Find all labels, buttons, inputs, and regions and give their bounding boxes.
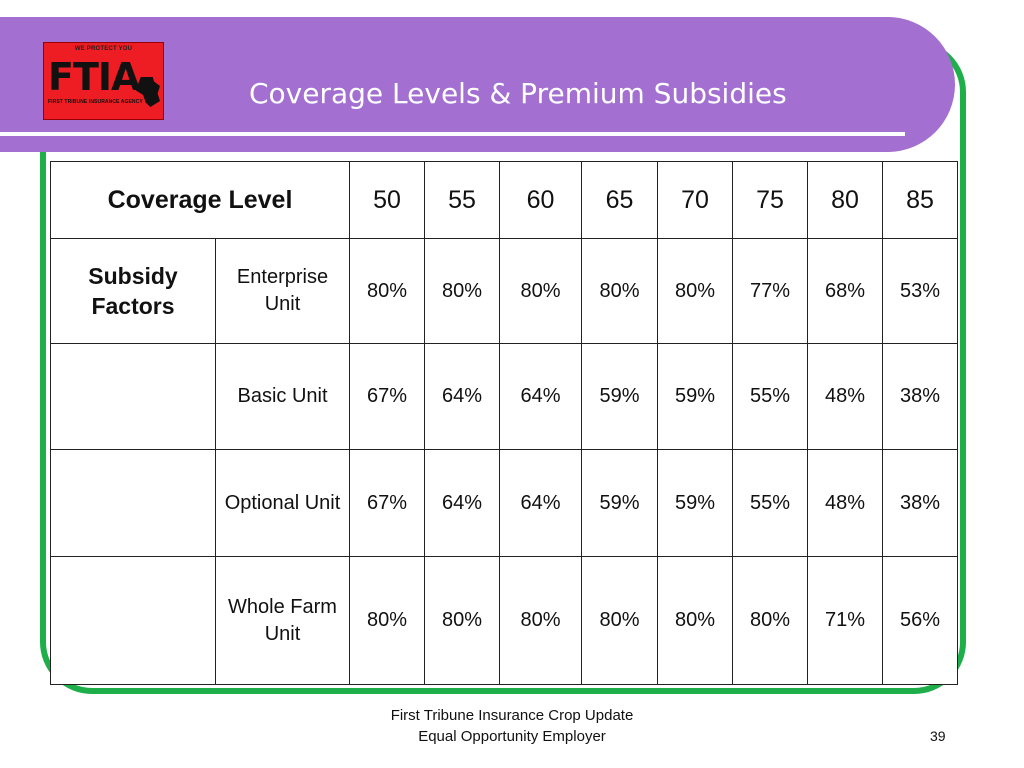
subsidy-value: 80%	[424, 556, 501, 685]
subsidy-value: 48%	[807, 343, 884, 450]
subsidy-factors-label: Subsidy Factors	[50, 238, 216, 344]
subsidy-value: 68%	[807, 238, 884, 344]
unit-label-line: Enterprise	[236, 266, 329, 288]
table-row: Basic Unit 67% 64% 64% 59% 59% 55% 48% 3…	[50, 343, 959, 450]
subsidy-value: 80%	[499, 238, 583, 344]
subsidy-value: 80%	[657, 556, 734, 685]
level-cell: 60	[499, 161, 583, 239]
subsidy-value: 59%	[581, 449, 659, 557]
level-cell: 65	[581, 161, 659, 239]
slide-title: Coverage Levels & Premium Subsidies	[249, 77, 787, 110]
empty-cell	[50, 556, 216, 685]
subsidy-value: 80%	[732, 556, 809, 685]
logo-tagline: WE PROTECT YOU	[74, 46, 133, 52]
logo-wordmark: FTIA	[48, 55, 140, 99]
subsidy-value: 80%	[581, 238, 659, 344]
level-cell: 50	[349, 161, 426, 239]
subsidy-value: 80%	[349, 556, 426, 685]
subsidy-value: 56%	[882, 556, 959, 685]
subsidy-value: 67%	[349, 343, 426, 450]
empty-cell	[50, 449, 216, 557]
subsidy-value: 59%	[581, 343, 659, 450]
subsidy-value: 80%	[581, 556, 659, 685]
slide-footer: First Tribune Insurance Crop Update Equa…	[300, 705, 724, 747]
header-row: Coverage Level 50 55 60 65 70 75 80 85	[49, 161, 959, 239]
subsidy-value: 80%	[424, 238, 501, 344]
coverage-level-header: Coverage Level	[49, 161, 351, 239]
subsidy-value: 53%	[882, 238, 959, 344]
subsidy-value: 38%	[882, 343, 959, 450]
unit-label-line: Unit	[264, 622, 301, 645]
level-cell: 70	[657, 161, 734, 239]
subsidy-value: 64%	[424, 343, 501, 450]
subsidy-value: 80%	[499, 556, 583, 685]
subsidy-value: 64%	[499, 449, 583, 557]
empty-cell	[50, 343, 216, 450]
subsidy-value: 77%	[732, 238, 809, 344]
subsidy-value: 55%	[732, 343, 809, 450]
subsidy-value: 71%	[807, 556, 884, 685]
ftia-logo: WE PROTECT YOU FTIA FIRST TRIBUNE INSURA…	[43, 42, 164, 120]
unit-label: Enterprise Unit	[214, 238, 351, 344]
unit-label: Whole Farm Unit	[214, 556, 351, 685]
table-row: Whole Farm Unit 80% 80% 80% 80% 80% 80% …	[50, 556, 959, 685]
page-number: 39	[930, 728, 946, 744]
header-divider	[0, 132, 905, 136]
unit-label: Basic Unit	[214, 343, 351, 450]
subsidy-value: 55%	[732, 449, 809, 557]
footer-line: First Tribune Insurance Crop Update	[390, 707, 634, 724]
level-cell: 85	[882, 161, 959, 239]
subsidy-value: 64%	[424, 449, 501, 557]
footer-line: Equal Opportunity Employer	[418, 728, 606, 745]
subsidy-value: 48%	[807, 449, 884, 557]
level-cell: 80	[807, 161, 884, 239]
level-cell: 55	[424, 161, 501, 239]
table-row: Optional Unit 67% 64% 64% 59% 59% 55% 48…	[50, 449, 959, 557]
subsidy-value: 64%	[499, 343, 583, 450]
subsidy-value: 59%	[657, 343, 734, 450]
subsidy-value: 80%	[657, 238, 734, 344]
side-label-line: Factors	[91, 293, 175, 319]
side-label-line: Subsidy	[88, 263, 178, 289]
table-row: Subsidy Factors Enterprise Unit 80% 80% …	[50, 238, 959, 344]
subsidy-value: 67%	[349, 449, 426, 557]
logo-company-name: FIRST TRIBUNE INSURANCE AGENCY	[48, 99, 143, 105]
subsidy-value: 38%	[882, 449, 959, 557]
unit-label: Optional Unit	[214, 449, 351, 557]
subsidy-table: Coverage Level 50 55 60 65 70 75 80 85 S…	[49, 161, 959, 685]
subsidy-value: 80%	[349, 238, 426, 344]
level-cell: 75	[732, 161, 809, 239]
unit-label-line: Unit	[264, 293, 301, 315]
unit-label-line: Whole Farm	[228, 595, 337, 618]
subsidy-value: 59%	[657, 449, 734, 557]
